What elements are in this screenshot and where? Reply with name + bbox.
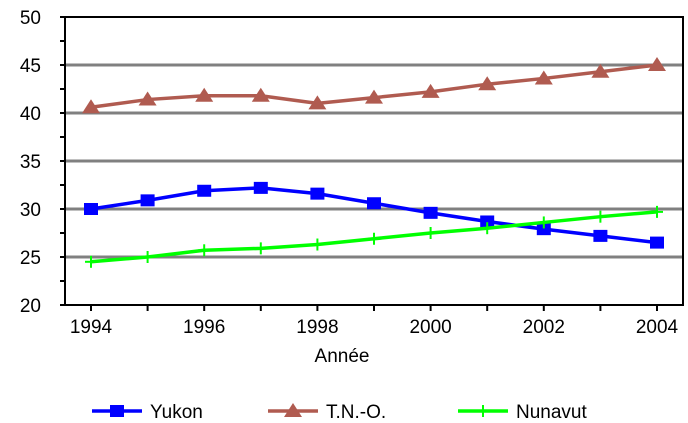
gridlines: [65, 63, 683, 259]
y-tick-label: 35: [20, 152, 41, 173]
y-tick-label: 20: [20, 296, 41, 317]
legend-marker-nunavut: [477, 405, 489, 417]
x-axis-title: Année: [315, 346, 370, 367]
legend-marker-t-n-o: [284, 403, 302, 417]
x-tick-label: 2000: [409, 317, 451, 338]
y-tick-label: 40: [20, 104, 41, 125]
data-point-yukon: [367, 197, 381, 210]
data-point-t-n-o: [365, 89, 383, 104]
data-point-yukon: [310, 187, 325, 200]
y-tick-label: 25: [20, 248, 41, 269]
data-point-t-n-o: [251, 87, 270, 102]
data-point-t-n-o: [82, 99, 100, 114]
data-point-nunavut: [254, 242, 267, 255]
axes: [60, 16, 684, 311]
data-point-nunavut: [311, 238, 324, 251]
legend-label-t-n-o: T.N.-O.: [326, 402, 386, 423]
data-point-yukon: [480, 215, 495, 228]
legend: Yukon T.N.-O. Nunavut: [92, 402, 587, 423]
data-point-t-n-o: [195, 87, 214, 102]
data-point-yukon: [593, 229, 608, 242]
data-point-yukon: [197, 184, 212, 197]
x-axis-tick-labels: 1994 1996 1998 2000 2002 2004: [70, 317, 679, 338]
x-tick-label: 1998: [296, 317, 338, 338]
data-point-yukon: [140, 194, 155, 207]
data-point-t-n-o: [478, 76, 497, 91]
y-tick-label: 30: [20, 200, 41, 221]
x-tick-label: 2002: [523, 317, 565, 338]
data-point-t-n-o: [421, 83, 440, 98]
x-tick-label: 1994: [70, 317, 113, 338]
legend-item-t-n-o: T.N.-O.: [268, 402, 386, 423]
data-point-nunavut: [651, 205, 663, 218]
data-point-nunavut: [198, 244, 211, 257]
data-point-nunavut: [85, 255, 97, 268]
data-point-t-n-o: [138, 91, 157, 106]
x-tick-label: 1996: [183, 317, 225, 338]
data-point-t-n-o: [534, 70, 553, 85]
data-point-nunavut: [141, 251, 154, 263]
series-nunavut: [85, 205, 663, 268]
legend-item-nunavut: Nunavut: [458, 402, 587, 423]
series-t-n-o: [82, 57, 666, 114]
data-point-nunavut: [537, 216, 550, 229]
x-tick-label: 2004: [636, 317, 679, 338]
data-point-nunavut: [594, 210, 607, 223]
legend-item-yukon: Yukon: [92, 402, 203, 423]
data-point-yukon: [536, 223, 551, 236]
series-yukon: [84, 181, 664, 249]
legend-label-yukon: Yukon: [150, 402, 203, 423]
y-tick-label: 45: [20, 56, 41, 77]
data-point-t-n-o: [591, 63, 610, 78]
data-point-yukon: [650, 236, 664, 249]
data-point-t-n-o: [308, 95, 327, 110]
data-point-yukon: [423, 206, 438, 219]
y-axis-tick-labels: 20 25 30 35 40 45 50: [20, 8, 41, 317]
legend-label-nunavut: Nunavut: [516, 402, 587, 423]
data-point-t-n-o: [648, 57, 666, 71]
data-point-yukon: [84, 203, 98, 215]
data-point-nunavut: [424, 227, 437, 239]
data-point-nunavut: [368, 232, 380, 245]
legend-marker-yukon: [110, 405, 124, 417]
data-point-nunavut: [481, 222, 494, 235]
series: [82, 57, 666, 268]
y-tick-label: 50: [20, 8, 41, 29]
data-point-yukon: [253, 181, 268, 194]
